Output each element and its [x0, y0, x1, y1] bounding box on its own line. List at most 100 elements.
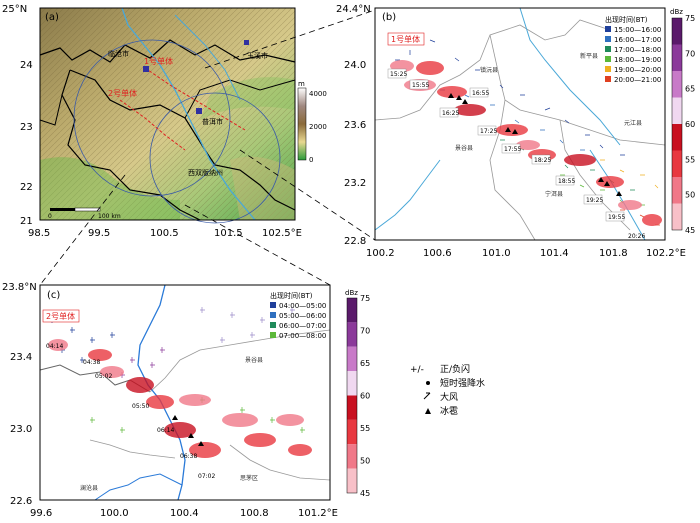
legend-swatch — [605, 76, 611, 82]
cell1-track — [144, 67, 246, 131]
lightning-symbol: +/- — [410, 365, 424, 375]
hail-marks-b — [448, 93, 622, 196]
b-lat-tick: 24.4°N — [336, 4, 371, 15]
svg-text:22: 22 — [20, 182, 33, 193]
legend-swatch — [270, 322, 276, 328]
svg-text:24: 24 — [20, 60, 33, 71]
dbz-tick-label: 75 — [360, 294, 370, 303]
lightning-legend: 正/负闪 — [440, 363, 470, 375]
place-puer: 普洱市 — [202, 117, 223, 126]
legend-item-label: 20:00—21:00 — [614, 76, 661, 84]
wind-icon — [423, 392, 431, 400]
hail-marks-c — [172, 415, 204, 446]
svg-text:23.0: 23.0 — [10, 424, 32, 435]
place-xishuangbanna: 西双版纳州 — [188, 168, 223, 177]
svg-text:镇沅县: 镇沅县 — [480, 66, 498, 74]
legend-item-label: 19:00—20:00 — [614, 66, 661, 74]
svg-text:99.5: 99.5 — [88, 228, 110, 239]
svg-text:100.0: 100.0 — [100, 508, 129, 519]
svg-text:100.4: 100.4 — [170, 508, 199, 519]
dbz-color-segment — [347, 298, 357, 323]
radar-range-circle — [73, 39, 231, 197]
svg-text:2000: 2000 — [309, 123, 327, 131]
dbz-colorbar-bottom: dBz 75 70 65 60 55 50 45 — [345, 289, 370, 498]
dbz-color-segment — [347, 468, 357, 493]
legend-swatch — [605, 66, 611, 72]
legend-swatch — [605, 36, 611, 42]
dbz-tick-label: 45 — [360, 489, 370, 498]
c-lat-tick: 23.8°N — [2, 282, 37, 293]
legend-swatch — [270, 312, 276, 318]
dbz-color-segment — [672, 203, 682, 230]
dbz-tick-label: 70 — [360, 327, 370, 336]
legend-swatch — [605, 46, 611, 52]
svg-text:05:50: 05:50 — [132, 403, 149, 410]
svg-text:24.0: 24.0 — [344, 60, 366, 71]
svg-text:23.2: 23.2 — [344, 178, 366, 189]
legend-item-label: 06:00—07:00 — [279, 322, 326, 330]
svg-text:23.6: 23.6 — [344, 120, 366, 131]
svg-text:m: m — [298, 80, 305, 88]
svg-text:19:25: 19:25 — [586, 197, 603, 204]
svg-text:16:25: 16:25 — [442, 110, 459, 117]
dbz-color-segment — [672, 18, 682, 45]
svg-text:15:55: 15:55 — [412, 82, 429, 89]
svg-text:23.4: 23.4 — [10, 352, 32, 363]
scale-bar: 0 100 km — [48, 207, 121, 220]
dbz-color-segment — [672, 150, 682, 177]
svg-text:101.5: 101.5 — [214, 228, 243, 239]
svg-text:17:25: 17:25 — [480, 128, 497, 135]
city-marker — [143, 66, 149, 72]
legend-item-label: 07:00—08:00 — [279, 332, 326, 340]
dbz-colorbar-top: dBz 75 70 65 60 55 50 45 — [670, 8, 695, 235]
svg-text:101.8: 101.8 — [599, 248, 628, 259]
legend-item-label: 04:00—05:00 — [279, 302, 326, 310]
dbz-color-segment — [347, 346, 357, 372]
svg-text:出现时间(BT): 出现时间(BT) — [270, 291, 313, 300]
svg-text:出现时间(BT): 出现时间(BT) — [605, 15, 648, 24]
svg-text:100.6: 100.6 — [423, 248, 452, 259]
svg-text:100 km: 100 km — [98, 213, 121, 220]
svg-text:102.2°E: 102.2°E — [646, 248, 686, 259]
svg-text:16:55: 16:55 — [472, 90, 489, 97]
dbz-tick-label: 60 — [685, 120, 695, 129]
svg-text:22.8: 22.8 — [344, 236, 366, 247]
dbz-color-segment — [347, 419, 357, 445]
svg-text:21: 21 — [20, 216, 33, 227]
svg-text:0: 0 — [309, 156, 313, 164]
river-c — [137, 284, 186, 501]
cell1-label: 1号单体 — [144, 56, 173, 66]
cell2-label-c: 2号单体 — [46, 311, 75, 321]
dbz-color-segment — [347, 444, 357, 469]
panel-c: 04:14 04:38 05:02 05:50 06:14 06:38 07:0… — [2, 282, 370, 519]
cell2-label: 2号单体 — [108, 88, 137, 98]
dbz-tick-label: 55 — [360, 424, 370, 433]
dbz-tick-label: 70 — [685, 49, 695, 58]
svg-text:100.8: 100.8 — [240, 508, 269, 519]
legend-item-label: 15:00—16:00 — [614, 26, 661, 34]
svg-text:思茅区: 思茅区 — [240, 474, 258, 482]
dbz-color-segment — [672, 97, 682, 124]
dbz-tick-label: 60 — [360, 392, 370, 401]
dbz-tick-label: 55 — [685, 155, 695, 164]
svg-text:15:25: 15:25 — [390, 71, 407, 78]
legend-swatch — [270, 332, 276, 338]
svg-text:宁洱县: 宁洱县 — [545, 190, 563, 198]
svg-text:dBz: dBz — [670, 8, 683, 16]
legend-item-label: 05:00—06:00 — [279, 312, 326, 320]
dbz-color-segment — [672, 124, 682, 151]
dbz-color-segment — [347, 371, 357, 396]
hail-icon — [425, 408, 431, 414]
svg-text:景谷县: 景谷县 — [245, 356, 263, 364]
place-yuxi: 玉溪市 — [247, 51, 268, 60]
legend-item-label: 18:00—19:00 — [614, 56, 661, 64]
svg-text:18:25: 18:25 — [534, 157, 551, 164]
legend-item-label: 16:00—17:00 — [614, 36, 661, 44]
time-labels-b: 15:25 15:55 16:25 16:55 17:25 17:55 18:2… — [387, 68, 645, 240]
cell1-label-b: 1号单体 — [391, 34, 420, 44]
b-lon-tick: 100.2 — [366, 248, 395, 259]
place-lincang: 临沧市 — [108, 49, 129, 58]
svg-text:18:55: 18:55 — [558, 178, 575, 185]
elevation-colorbar: m 4000 2000 0 — [297, 80, 327, 164]
